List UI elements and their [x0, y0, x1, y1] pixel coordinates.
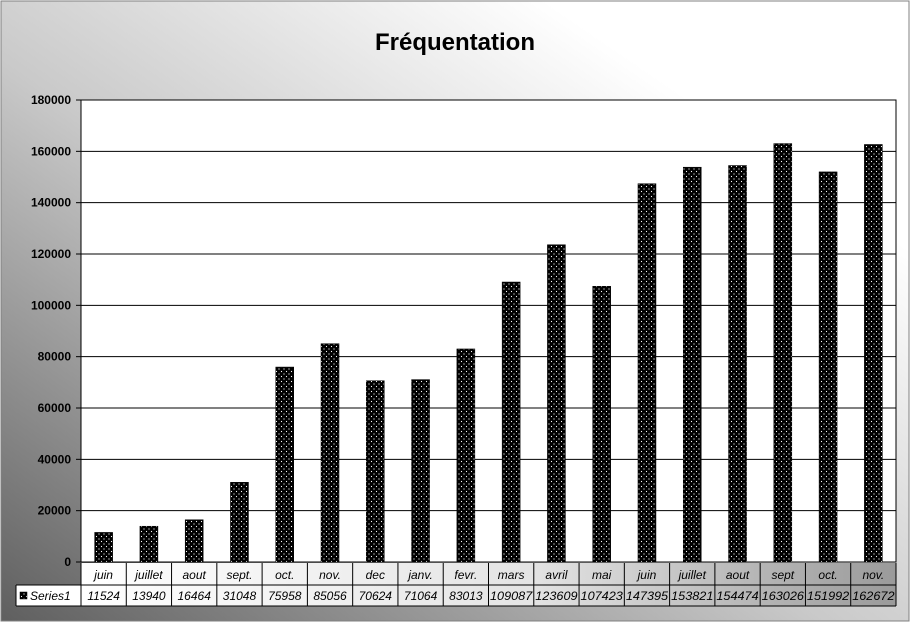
category-label: aout — [726, 568, 750, 582]
value-label: 154474 — [716, 589, 759, 603]
value-label: 163026 — [762, 589, 805, 603]
category-label: nov. — [319, 568, 341, 582]
y-tick-label: 40000 — [38, 452, 72, 466]
category-label: mai — [592, 568, 612, 582]
legend-key — [19, 591, 28, 600]
value-label: 13940 — [132, 589, 166, 603]
category-label: dec — [366, 568, 385, 582]
bar — [818, 171, 838, 563]
category-label: oct. — [275, 568, 294, 582]
bar — [275, 366, 294, 563]
plot-area — [80, 99, 897, 563]
category-label: janv. — [406, 568, 432, 582]
bar — [456, 348, 476, 563]
value-label: 31048 — [223, 589, 257, 603]
y-tick-label: 60000 — [38, 401, 72, 415]
value-label: 147395 — [626, 589, 669, 603]
bar — [683, 166, 702, 563]
category-label: fevr. — [454, 568, 477, 582]
value-label: 85056 — [313, 589, 347, 603]
y-axis-tick-labels: 0 20000 40000 60000 80000 100000 120000 140000 1… — [31, 93, 71, 569]
chart-title: Fréquentation — [375, 29, 535, 56]
value-label: 107423 — [581, 589, 624, 603]
category-label: juillet — [677, 568, 707, 582]
value-labels: 11524 13940 16464 31048 75958 85056 70624 71064… — [87, 589, 894, 603]
legend-cell-background — [16, 585, 81, 606]
value-label: 16464 — [178, 589, 212, 603]
bar — [411, 379, 430, 563]
value-label: 71064 — [404, 589, 438, 603]
y-tick-label: 0 — [64, 555, 71, 569]
data-table: juin juillet aout sept. oct. nov. dec janv. fevr… — [15, 563, 897, 607]
bar — [139, 525, 159, 563]
bar — [320, 343, 340, 563]
value-label: 153821 — [671, 589, 713, 603]
y-tick-label: 120000 — [31, 247, 71, 261]
value-label: 75958 — [268, 589, 302, 603]
category-label: juillet — [133, 568, 163, 582]
bar — [184, 519, 204, 563]
y-tick-label: 100000 — [31, 298, 71, 312]
category-label: aout — [183, 568, 207, 582]
category-label: oct. — [818, 568, 837, 582]
bar — [773, 143, 793, 563]
bar — [501, 281, 521, 563]
bar — [728, 165, 747, 563]
value-label: 123609 — [535, 589, 578, 603]
y-tick-label: 80000 — [38, 350, 72, 364]
value-label: 70624 — [359, 589, 393, 603]
category-label: juin — [636, 568, 657, 582]
bar — [94, 532, 113, 563]
bars — [94, 143, 883, 563]
category-labels: juin juillet aout sept. oct. nov. dec janv. fevr… — [92, 568, 884, 582]
category-label: avril — [545, 568, 567, 582]
bar — [230, 482, 249, 563]
data-table-lines — [15, 563, 897, 607]
gridlines — [76, 99, 896, 563]
y-tick-label: 180000 — [31, 93, 71, 107]
y-tick-label: 140000 — [31, 196, 71, 210]
y-tick-label: 20000 — [38, 504, 72, 518]
category-label: sept — [771, 568, 794, 582]
y-tick-label: 160000 — [31, 144, 71, 158]
bar — [864, 144, 883, 563]
category-label: nov. — [862, 568, 884, 582]
value-label: 162672 — [852, 589, 895, 603]
bar — [366, 380, 385, 563]
category-label: sept. — [226, 568, 252, 582]
value-label: 109087 — [490, 589, 534, 603]
category-label: juin — [92, 568, 113, 582]
value-label: 83013 — [449, 589, 483, 603]
value-label: 151992 — [807, 589, 850, 603]
bar — [637, 183, 657, 563]
bar — [592, 286, 611, 563]
bar — [547, 244, 566, 563]
category-label: mars — [498, 568, 525, 582]
value-label: 11524 — [87, 589, 120, 603]
legend-series-name: Series1 — [30, 589, 71, 603]
